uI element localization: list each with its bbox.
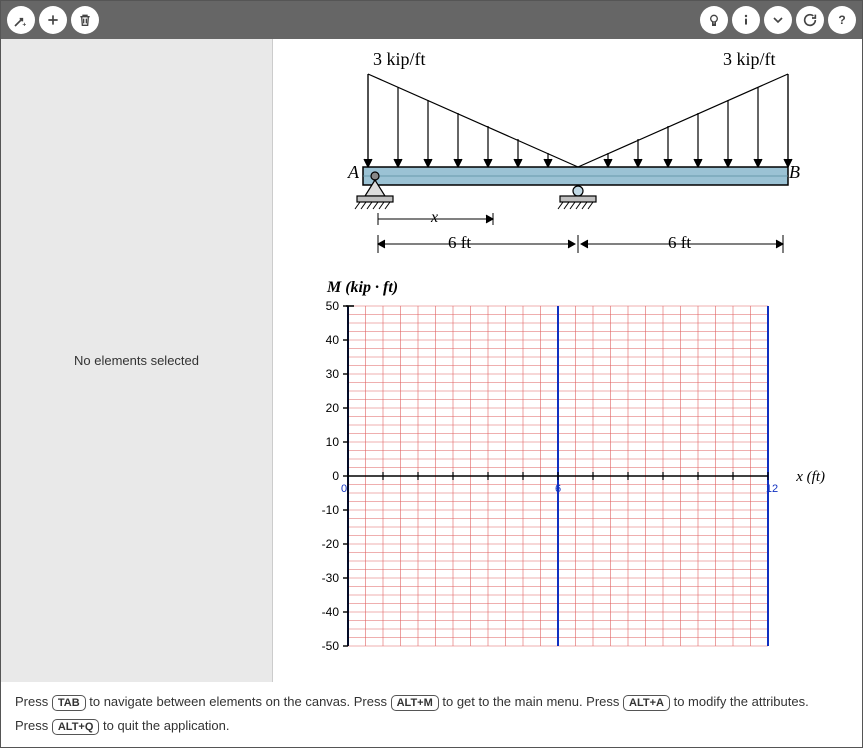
svg-text:0: 0 [332, 469, 339, 483]
svg-text:-30: -30 [322, 571, 340, 585]
help-icon[interactable]: ? [828, 6, 856, 34]
svg-text:?: ? [838, 13, 845, 27]
svg-text:+: + [22, 21, 26, 27]
svg-text:12: 12 [766, 483, 778, 495]
kbd-altm: ALT+M [391, 695, 439, 711]
span-left: 6 ft [448, 233, 471, 253]
point-b: B [789, 162, 800, 183]
chart-svg[interactable]: -50-40-30-20-10010203040500612 [283, 301, 823, 661]
svg-text:30: 30 [326, 367, 340, 381]
beam-diagram: 3 kip/ft 3 kip/ft A B x 6 ft 6 ft [283, 49, 823, 269]
help-line-2: Press ALT+Q to quit the application. [15, 714, 848, 739]
chart: M (kip · ft) -50-40-30-20-10010203040500… [283, 279, 823, 666]
info-icon[interactable] [732, 6, 760, 34]
x-dim-label: x [431, 209, 438, 227]
svg-text:0: 0 [341, 483, 347, 495]
svg-text:-50: -50 [322, 639, 340, 653]
side-panel: No elements selected [1, 39, 273, 682]
app-frame: + ? No elements selected [0, 0, 863, 748]
help-line-1: Press TAB to navigate between elements o… [15, 690, 848, 715]
bulb-icon[interactable] [700, 6, 728, 34]
svg-text:-40: -40 [322, 605, 340, 619]
vector-add-icon[interactable]: + [7, 6, 35, 34]
chevron-down-icon[interactable] [764, 6, 792, 34]
svg-text:50: 50 [326, 301, 340, 313]
kbd-alta: ALT+A [623, 695, 670, 711]
x-axis-label: x (ft) [796, 469, 825, 486]
trash-icon[interactable] [71, 6, 99, 34]
svg-text:10: 10 [326, 435, 340, 449]
svg-text:6: 6 [555, 483, 561, 495]
kbd-altq: ALT+Q [52, 719, 100, 735]
canvas-area[interactable]: 3 kip/ft 3 kip/ft A B x 6 ft 6 ft [273, 39, 862, 682]
reload-icon[interactable] [796, 6, 824, 34]
svg-text:20: 20 [326, 401, 340, 415]
svg-text:-20: -20 [322, 537, 340, 551]
load-right-label: 3 kip/ft [723, 49, 776, 70]
point-a: A [348, 162, 359, 183]
plus-icon[interactable] [39, 6, 67, 34]
load-left-label: 3 kip/ft [373, 49, 426, 70]
beam-svg [283, 49, 823, 269]
span-right: 6 ft [668, 233, 691, 253]
kbd-tab: TAB [52, 695, 86, 711]
svg-text:-10: -10 [322, 503, 340, 517]
main-row: No elements selected 3 kip/ft 3 kip/ft A… [1, 39, 862, 682]
svg-text:40: 40 [326, 333, 340, 347]
help-text: Press TAB to navigate between elements o… [1, 682, 862, 747]
toolbar: + ? [1, 1, 862, 39]
chart-title: M (kip · ft) [327, 279, 823, 297]
side-panel-message: No elements selected [74, 353, 199, 368]
